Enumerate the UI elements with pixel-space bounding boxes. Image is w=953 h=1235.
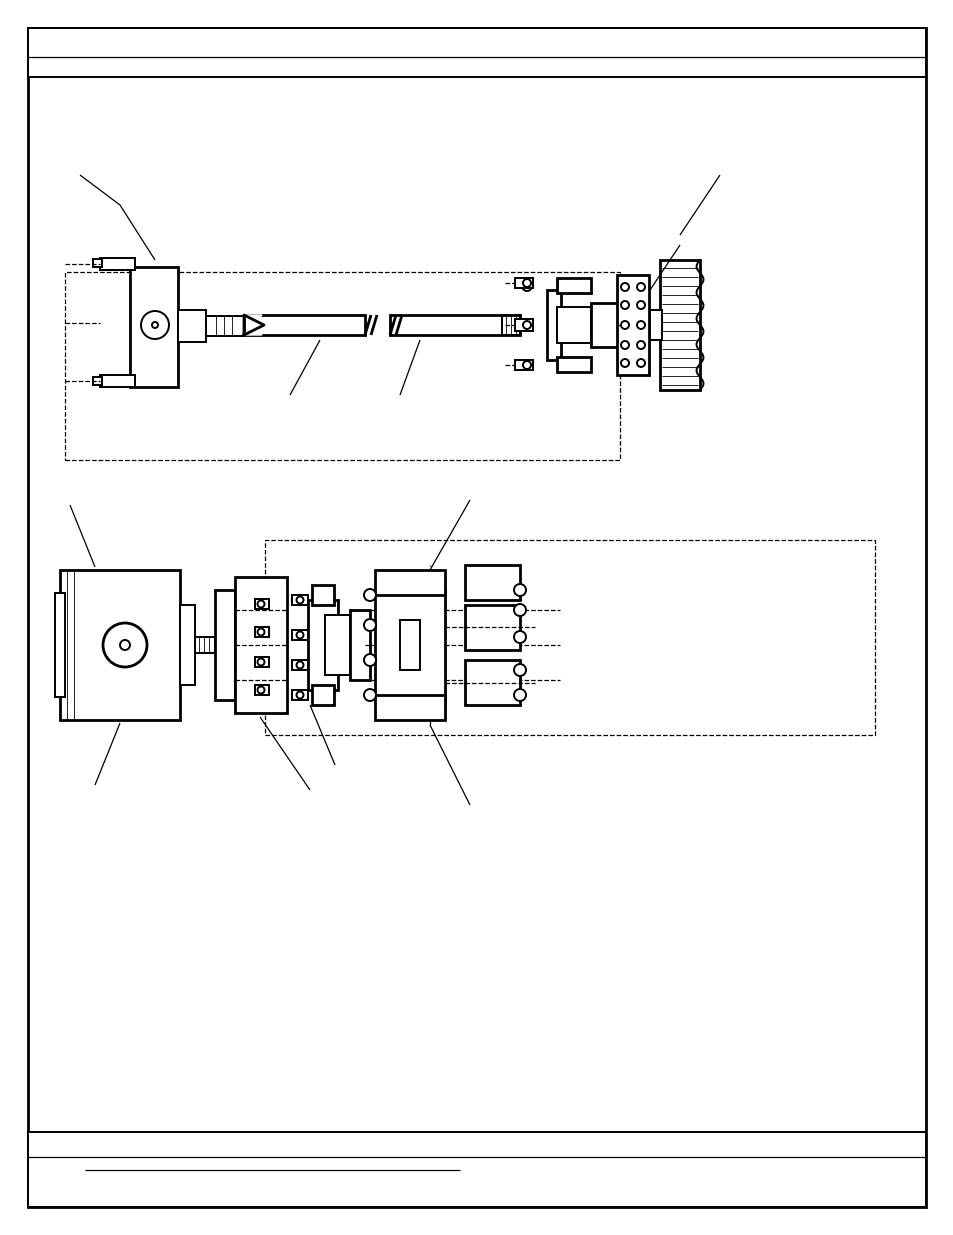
Circle shape	[296, 631, 303, 638]
Bar	[206, 316, 244, 336]
Bar	[659, 261, 700, 390]
Circle shape	[637, 301, 644, 309]
Circle shape	[364, 589, 375, 601]
Bar	[60, 571, 180, 720]
Bar	[515, 319, 533, 331]
Bar	[617, 275, 648, 375]
Bar	[292, 595, 308, 605]
Bar	[55, 593, 65, 697]
Circle shape	[620, 341, 628, 350]
Bar	[375, 571, 444, 595]
Circle shape	[521, 282, 532, 291]
Bar	[312, 585, 334, 605]
Circle shape	[620, 359, 628, 367]
Bar	[100, 375, 135, 387]
Circle shape	[514, 664, 525, 676]
Circle shape	[141, 311, 169, 338]
Circle shape	[620, 321, 628, 329]
Circle shape	[637, 359, 644, 367]
Bar	[130, 267, 178, 387]
Circle shape	[637, 341, 644, 350]
Bar	[100, 258, 135, 270]
Bar	[178, 310, 206, 342]
Circle shape	[637, 321, 644, 329]
Bar	[464, 564, 519, 600]
Bar	[649, 310, 661, 340]
Bar	[180, 605, 194, 685]
Bar	[375, 590, 444, 700]
Circle shape	[514, 604, 525, 616]
Circle shape	[522, 361, 531, 369]
Circle shape	[296, 662, 303, 668]
Bar	[308, 600, 337, 690]
Circle shape	[521, 320, 532, 330]
Bar	[65, 272, 619, 459]
Bar	[254, 685, 269, 695]
Bar	[501, 315, 519, 335]
Bar	[375, 695, 444, 720]
Circle shape	[257, 687, 264, 694]
Bar	[350, 610, 370, 680]
Bar	[194, 637, 214, 653]
Circle shape	[257, 629, 264, 636]
Polygon shape	[244, 315, 262, 335]
Bar	[254, 627, 269, 637]
Bar	[28, 28, 925, 77]
Bar	[234, 577, 287, 713]
Circle shape	[296, 692, 303, 699]
Circle shape	[521, 359, 532, 370]
Circle shape	[364, 655, 375, 666]
Circle shape	[620, 301, 628, 309]
Bar	[557, 278, 590, 293]
Bar	[292, 690, 308, 700]
Bar	[325, 615, 350, 676]
Bar	[590, 303, 620, 347]
Circle shape	[296, 597, 303, 604]
Bar	[515, 278, 533, 288]
Bar	[28, 1132, 925, 1207]
Bar	[214, 590, 234, 700]
Circle shape	[514, 631, 525, 643]
Circle shape	[514, 689, 525, 701]
Bar	[546, 290, 560, 359]
Circle shape	[152, 322, 158, 329]
Circle shape	[364, 689, 375, 701]
Bar	[292, 630, 308, 640]
Bar	[92, 259, 102, 267]
Bar	[254, 599, 269, 609]
Circle shape	[637, 283, 644, 291]
Bar	[557, 357, 590, 372]
Circle shape	[522, 321, 531, 329]
Circle shape	[257, 658, 264, 666]
Bar	[515, 359, 533, 370]
Bar	[312, 685, 334, 705]
Bar	[244, 315, 365, 335]
Circle shape	[257, 600, 264, 608]
Bar	[265, 540, 874, 735]
Circle shape	[103, 622, 147, 667]
Bar	[399, 620, 419, 671]
Bar	[464, 659, 519, 705]
Bar	[464, 605, 519, 650]
Circle shape	[514, 584, 525, 597]
Circle shape	[364, 619, 375, 631]
Circle shape	[620, 283, 628, 291]
Bar	[557, 308, 590, 343]
Bar	[254, 657, 269, 667]
Circle shape	[120, 640, 130, 650]
Bar	[390, 315, 519, 335]
Circle shape	[522, 279, 531, 287]
Bar	[292, 659, 308, 671]
Bar	[92, 377, 102, 385]
